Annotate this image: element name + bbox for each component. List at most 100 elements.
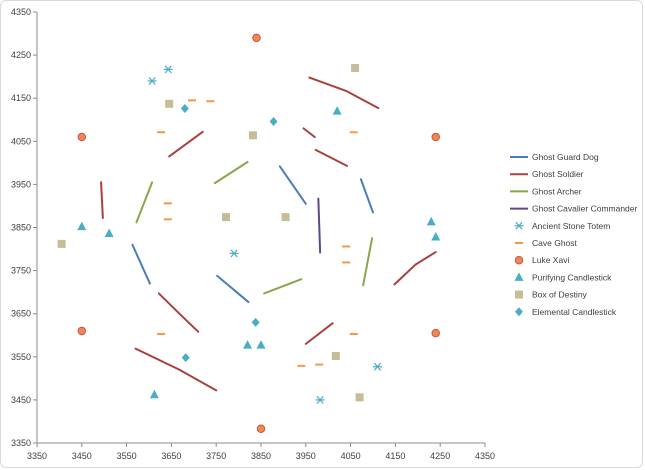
- x-tick-label: 3750: [206, 451, 226, 461]
- x-tick-label: 3350: [27, 451, 47, 461]
- luke-xavi-point: [77, 132, 87, 142]
- ghost-soldier-segment: [393, 251, 437, 286]
- legend-entry-elemental-candlestick: Elemental Candlestick: [515, 307, 617, 317]
- box-of-destiny-point: [355, 393, 364, 402]
- ghost-soldier-segment: [157, 292, 200, 333]
- box-of-destiny-point: [57, 239, 66, 248]
- legend-entry-box-of-destiny: Box of Destiny: [515, 290, 588, 300]
- series-cave-ghost: [157, 99, 358, 367]
- y-tick-label: 4350: [11, 7, 31, 17]
- series-elemental-candlestick: [180, 104, 278, 363]
- purifying-candlestick-point: [426, 216, 436, 226]
- legend-label: Ghost Archer: [532, 186, 582, 196]
- x-tick-label: 3550: [117, 451, 137, 461]
- series-ghost-guard-dog: [131, 165, 374, 304]
- elemental-candlestick-point: [180, 104, 189, 114]
- legend-entry-ghost-cavalier-commander: Ghost Cavalier Commander: [510, 204, 638, 214]
- purifying-candlestick-point: [77, 221, 87, 231]
- box-of-destiny-point: [351, 64, 360, 73]
- legend-swatch: [515, 307, 523, 317]
- x-tick-label: 4050: [341, 451, 361, 461]
- series-luke-xavi: [77, 33, 440, 434]
- y-tick-label: 4150: [11, 93, 31, 103]
- legend-label: Ghost Cavalier Commander: [532, 204, 638, 214]
- legend-swatch: [514, 272, 524, 281]
- ghost-archer-segment: [362, 237, 374, 287]
- purifying-candlestick-point: [256, 340, 266, 349]
- legend-swatch: [514, 221, 524, 230]
- x-tick-label: 3650: [161, 451, 181, 461]
- legend-entry-ghost-soldier: Ghost Soldier: [510, 169, 584, 179]
- purifying-candlestick-point: [243, 340, 253, 349]
- ancient-stone-totem-point: [229, 249, 239, 258]
- purifying-candlestick-point: [332, 106, 342, 115]
- ghost-guard-dog-segment: [131, 243, 151, 285]
- y-tick-label: 4050: [11, 136, 31, 146]
- x-tick-label: 4150: [385, 451, 405, 461]
- ancient-stone-totem-point: [147, 76, 157, 85]
- ancient-stone-totem-point: [163, 65, 173, 74]
- ghost-soldier-segment: [304, 322, 334, 345]
- legend: Ghost Guard Dog Ghost Soldier Ghost Archer…: [510, 152, 638, 317]
- legend-entry-ghost-guard-dog: Ghost Guard Dog: [510, 152, 599, 162]
- elemental-candlestick-point: [269, 116, 278, 126]
- luke-xavi-point: [431, 132, 440, 142]
- ghost-soldier-segment: [314, 148, 349, 167]
- ghost-archer-segment: [135, 181, 154, 224]
- y-tick-label: 3750: [11, 266, 31, 276]
- y-tick-label: 3450: [11, 395, 31, 405]
- ghost-soldier-segment: [134, 347, 218, 392]
- box-of-destiny-point: [222, 213, 231, 222]
- ancient-stone-totem-point: [315, 395, 325, 404]
- axes: [33, 11, 486, 447]
- y-tick-label: 4250: [11, 50, 31, 60]
- x-tick-label: 3950: [296, 451, 316, 461]
- ghost-soldier-segment: [100, 181, 104, 220]
- ghost-archer-segment: [263, 278, 303, 295]
- series-ghost-soldier: [100, 76, 437, 392]
- luke-xavi-point: [77, 326, 87, 336]
- ghost-guard-dog-segment: [216, 274, 250, 304]
- ancient-stone-totem-point: [372, 362, 382, 371]
- ghost-soldier-segment: [302, 127, 316, 138]
- box-of-destiny-point: [248, 131, 257, 140]
- purifying-candlestick-point: [431, 231, 441, 241]
- tick-labels: 3350 3450 3550 3650 3750 3850 3950 4050 4150 4250…: [11, 7, 495, 461]
- legend-label: Purifying Candlestick: [532, 272, 612, 282]
- y-tick-label: 3550: [11, 352, 31, 362]
- ghost-archer-segment: [213, 160, 249, 185]
- x-tick-label: 3850: [251, 451, 271, 461]
- ghost-soldier-segment: [308, 76, 380, 110]
- luke-xavi-point: [256, 424, 266, 434]
- legend-label: Luke Xavi: [532, 255, 569, 265]
- legend-entry-luke-xavi: Luke Xavi: [514, 255, 569, 265]
- series-purifying-candlestick: [77, 106, 441, 399]
- ghost-cavalier-commander-segment: [317, 197, 322, 254]
- series-box-of-destiny: [57, 64, 364, 402]
- plot-area: [57, 33, 441, 434]
- purifying-candlestick-point: [149, 389, 159, 399]
- box-of-destiny-point: [281, 213, 290, 222]
- luke-xavi-point: [252, 33, 261, 43]
- ghost-guard-dog-segment: [359, 178, 374, 214]
- box-of-destiny-point: [331, 351, 340, 360]
- luke-xavi-point: [431, 328, 440, 338]
- series-ancient-stone-totem: [147, 65, 382, 404]
- legend-swatch: [514, 255, 524, 265]
- y-tick-label: 3850: [11, 223, 31, 233]
- ghost-soldier-segment: [168, 130, 204, 158]
- elemental-candlestick-point: [181, 353, 190, 363]
- legend-label: Ghost Guard Dog: [532, 152, 599, 162]
- legend-entry-ghost-archer: Ghost Archer: [510, 186, 582, 196]
- x-tick-label: 4250: [430, 451, 450, 461]
- legend-label: Box of Destiny: [532, 290, 588, 300]
- elemental-candlestick-point: [251, 317, 260, 327]
- y-tick-label: 3950: [11, 179, 31, 189]
- legend-entry-cave-ghost: Cave Ghost: [515, 238, 578, 248]
- box-of-destiny-point: [165, 99, 174, 108]
- y-tick-label: 3650: [11, 309, 31, 319]
- purifying-candlestick-point: [104, 228, 114, 238]
- x-tick-label: 3450: [72, 451, 92, 461]
- series-ghost-archer: [135, 160, 374, 295]
